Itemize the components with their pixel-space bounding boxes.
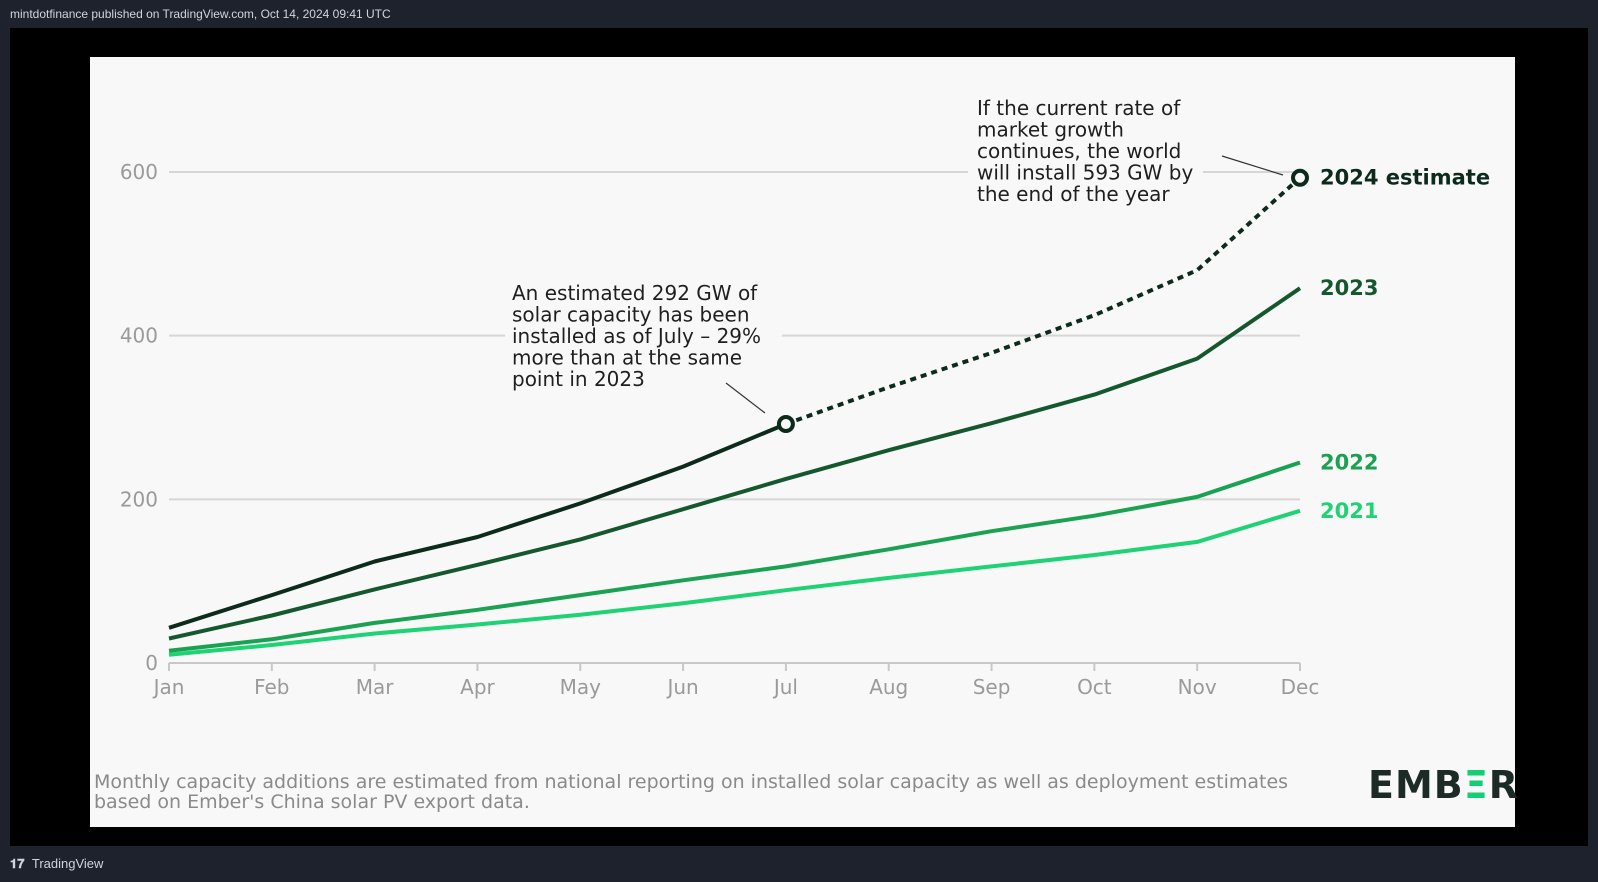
x-tick-label-Jan: Jan (152, 675, 185, 699)
annotation-dec-line-2: market growth (977, 118, 1124, 142)
y-tick-label-400: 400 (120, 324, 158, 348)
x-tick-label-Sep: Sep (973, 675, 1011, 699)
marker-2024-dec (1291, 168, 1309, 187)
ember-logo-accent: Ξ (1463, 763, 1489, 807)
annotation-july-line-5: point in 2023 (512, 367, 645, 391)
series-label-2021: 2021 (1320, 499, 1378, 523)
y-tick-label-600: 600 (120, 160, 158, 184)
annotation-july-line-1: An estimated 292 GW of (512, 281, 758, 305)
x-tick-label-Apr: Apr (460, 675, 495, 699)
y-tick-label-200: 200 (120, 487, 158, 511)
annotation-july-line-3: installed as of July – 29% (512, 324, 761, 348)
annotation-july-line-2: solar capacity has been (512, 303, 750, 327)
publish-info: mintdotfinance published on TradingView.… (0, 0, 1598, 28)
ember-logo-post: R (1488, 763, 1520, 807)
annotation-dec-line-3: continues, the world (977, 139, 1181, 163)
annotation-dec-line-4: will install 593 GW by (977, 161, 1193, 185)
x-tick-label-May: May (560, 675, 602, 699)
x-tick-label-Mar: Mar (356, 675, 395, 699)
series-line-2024-projection (785, 176, 1302, 426)
x-tick-label-Oct: Oct (1077, 675, 1112, 699)
x-tick-label-Jun: Jun (665, 675, 698, 699)
chart-footnote: Monthly capacity additions are estimated… (94, 772, 1294, 812)
series-line-2021 (168, 508, 1301, 657)
annotation-dec-line-5: the end of the year (977, 182, 1170, 206)
x-tick-label-Feb: Feb (254, 675, 289, 699)
annotation-july-bg (505, 279, 782, 389)
annotation-july-leader (725, 382, 766, 414)
line-chart: 0 200 400 600 Jan Feb Mar Apr May Jun Jul Aug Sep Oct… (120, 95, 1490, 699)
annotation-dec-line-1: If the current rate of (977, 96, 1181, 120)
tradingview-logo-icon: 𝟏𝟕 (10, 856, 25, 871)
x-tick-label-Dec: Dec (1281, 675, 1320, 699)
series-label-2024: 2024 estimate (1320, 166, 1490, 190)
footnote-line-2: based on Ember's China solar PV export d… (94, 791, 530, 813)
y-tick-label-0: 0 (145, 651, 158, 675)
series-line-2022 (168, 460, 1301, 653)
snapshot-frame: 0 200 400 600 Jan Feb Mar Apr May Jun Jul Aug Sep Oct… (10, 28, 1588, 846)
series-line-2023 (168, 286, 1302, 641)
series-line-2024 (168, 422, 787, 630)
footer-brand[interactable]: TradingView (31, 856, 104, 871)
annotation-july-line-4: more than at the same (512, 346, 742, 370)
x-tick-label-Jul: Jul (772, 675, 798, 699)
chart-card: 0 200 400 600 Jan Feb Mar Apr May Jun Jul Aug Sep Oct… (90, 57, 1518, 827)
series-label-2022: 2022 (1320, 451, 1378, 475)
ember-logo-pre: EMB (1368, 763, 1464, 807)
marker-2024-jul (776, 415, 795, 434)
annotation-dec-leader (1221, 155, 1284, 176)
x-tick-label-Aug: Aug (869, 675, 908, 699)
ember-logo: EMBΞR (1368, 763, 1519, 807)
footer-bar: 𝟏𝟕 TradingView (0, 846, 1598, 882)
series-label-2023: 2023 (1320, 276, 1378, 300)
x-tick-label-Nov: Nov (1178, 675, 1217, 699)
annotation-dec-bg (968, 95, 1203, 207)
footnote-line-1: Monthly capacity additions are estimated… (94, 771, 1289, 793)
